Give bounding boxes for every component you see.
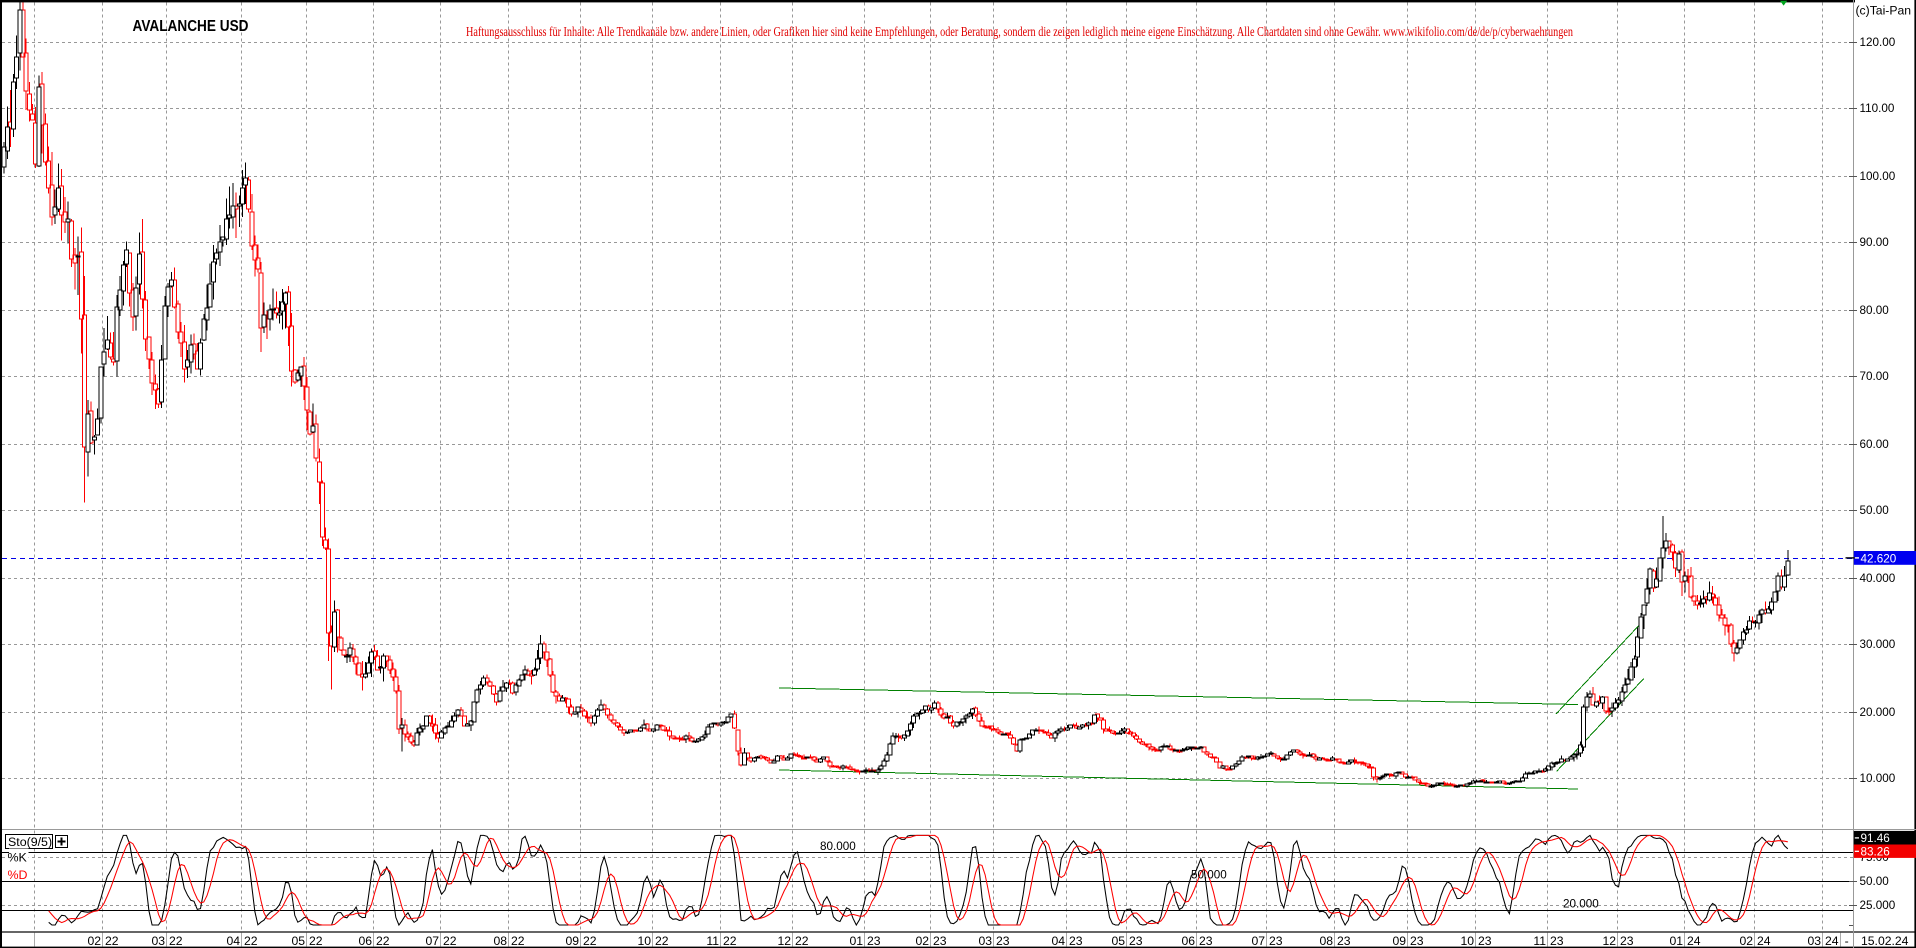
svg-text:22: 22 bbox=[583, 934, 597, 948]
svg-text:22: 22 bbox=[655, 934, 669, 948]
svg-text:03: 03 bbox=[978, 934, 992, 948]
svg-text:(c)Tai-Pan: (c)Tai-Pan bbox=[1856, 4, 1912, 18]
svg-text:22: 22 bbox=[511, 934, 525, 948]
svg-text:23: 23 bbox=[1337, 934, 1351, 948]
svg-text:24: 24 bbox=[1825, 934, 1839, 948]
svg-text:23: 23 bbox=[1620, 934, 1634, 948]
svg-text:50.00: 50.00 bbox=[1860, 875, 1890, 888]
svg-text:42.620: 42.620 bbox=[1861, 552, 1897, 565]
svg-text:91.46: 91.46 bbox=[1861, 832, 1890, 845]
svg-text:30.000: 30.000 bbox=[1860, 638, 1896, 651]
svg-text:60.00: 60.00 bbox=[1860, 438, 1890, 451]
svg-text:10: 10 bbox=[637, 934, 651, 948]
svg-text:AVALANCHE USD: AVALANCHE USD bbox=[133, 18, 249, 35]
svg-text:23: 23 bbox=[1069, 934, 1083, 948]
svg-text:10: 10 bbox=[1460, 934, 1474, 948]
svg-text:01: 01 bbox=[1669, 934, 1683, 948]
svg-text:03: 03 bbox=[151, 934, 165, 948]
svg-text:22: 22 bbox=[169, 934, 183, 948]
svg-text:22: 22 bbox=[244, 934, 258, 948]
svg-text:08: 08 bbox=[493, 934, 507, 948]
svg-text:02: 02 bbox=[915, 934, 929, 948]
svg-text:05: 05 bbox=[1111, 934, 1125, 948]
svg-text:23: 23 bbox=[1550, 934, 1564, 948]
svg-text:80.00: 80.00 bbox=[1860, 304, 1890, 317]
svg-text:07: 07 bbox=[425, 934, 439, 948]
svg-text:23: 23 bbox=[933, 934, 947, 948]
svg-text:23: 23 bbox=[867, 934, 881, 948]
svg-text:05: 05 bbox=[291, 934, 305, 948]
svg-text:02: 02 bbox=[1739, 934, 1753, 948]
svg-text:12: 12 bbox=[1602, 934, 1616, 948]
svg-text:25.000: 25.000 bbox=[1860, 899, 1896, 912]
svg-text:07: 07 bbox=[1251, 934, 1265, 948]
svg-text:11: 11 bbox=[1533, 934, 1546, 948]
svg-text:23: 23 bbox=[1478, 934, 1492, 948]
svg-text:-: - bbox=[1845, 934, 1849, 948]
svg-text:24: 24 bbox=[1757, 934, 1771, 948]
svg-text:09: 09 bbox=[565, 934, 579, 948]
svg-text:20.000: 20.000 bbox=[1563, 898, 1599, 911]
svg-text:23: 23 bbox=[1199, 934, 1213, 948]
svg-text:120.00: 120.00 bbox=[1860, 36, 1896, 49]
svg-text:Haftungsausschluss für Inhalte: Haftungsausschluss für Inhalte: Alle Tre… bbox=[466, 24, 1573, 39]
svg-text:23: 23 bbox=[1269, 934, 1283, 948]
svg-text:110.00: 110.00 bbox=[1860, 102, 1895, 115]
svg-text:22: 22 bbox=[795, 934, 809, 948]
svg-text:23: 23 bbox=[1129, 934, 1143, 948]
svg-text:%D: %D bbox=[8, 868, 28, 882]
svg-text:83.26: 83.26 bbox=[1861, 845, 1890, 858]
svg-text:22: 22 bbox=[105, 934, 119, 948]
svg-text:Sto(9/5): Sto(9/5) bbox=[8, 835, 52, 849]
svg-text:50.000: 50.000 bbox=[1191, 869, 1227, 882]
svg-text:04: 04 bbox=[1051, 934, 1065, 948]
svg-text:80.000: 80.000 bbox=[820, 840, 856, 853]
svg-text:06: 06 bbox=[358, 934, 372, 948]
svg-text:15.02.24: 15.02.24 bbox=[1861, 934, 1909, 948]
svg-text:23: 23 bbox=[996, 934, 1010, 948]
svg-text:22: 22 bbox=[443, 934, 457, 948]
svg-text:10.000: 10.000 bbox=[1860, 772, 1896, 785]
svg-text:22: 22 bbox=[309, 934, 323, 948]
svg-text:02: 02 bbox=[87, 934, 101, 948]
svg-text:12: 12 bbox=[777, 934, 791, 948]
svg-text:22: 22 bbox=[723, 934, 737, 948]
svg-text:06: 06 bbox=[1181, 934, 1195, 948]
svg-text:24: 24 bbox=[1687, 934, 1701, 948]
svg-text:100.00: 100.00 bbox=[1860, 170, 1896, 183]
svg-text:70.00: 70.00 bbox=[1860, 370, 1890, 383]
svg-text:09: 09 bbox=[1392, 934, 1406, 948]
svg-text:23: 23 bbox=[1410, 934, 1424, 948]
svg-text:11: 11 bbox=[706, 934, 719, 948]
svg-text:90.00: 90.00 bbox=[1860, 236, 1890, 249]
svg-text:03: 03 bbox=[1807, 934, 1821, 948]
svg-text:08: 08 bbox=[1319, 934, 1333, 948]
svg-text:04: 04 bbox=[226, 934, 240, 948]
svg-text:22: 22 bbox=[376, 934, 390, 948]
svg-text:%K: %K bbox=[8, 851, 28, 865]
svg-text:50.00: 50.00 bbox=[1860, 504, 1890, 517]
svg-text:20.000: 20.000 bbox=[1860, 706, 1896, 719]
svg-text:40.000: 40.000 bbox=[1860, 572, 1896, 585]
svg-text:01: 01 bbox=[849, 934, 863, 948]
